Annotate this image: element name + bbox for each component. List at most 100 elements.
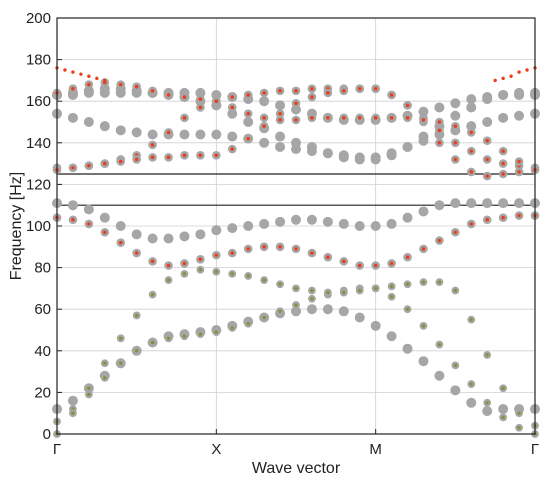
data-point-grey-red-core	[357, 263, 362, 268]
data-point-grey-olive-core	[246, 274, 250, 278]
data-point-grey-large	[179, 231, 190, 242]
data-point-grey-olive-core	[310, 297, 314, 301]
data-point-grey-olive-core	[485, 353, 489, 357]
data-point-grey-red-core	[278, 118, 282, 122]
data-point-grey-large	[338, 150, 349, 161]
data-point-grey-large	[370, 221, 381, 231]
data-point-grey-large	[115, 221, 126, 231]
data-point-grey-large	[418, 356, 429, 367]
data-point-red-small	[95, 76, 99, 81]
data-point-red-small	[509, 74, 513, 78]
data-point-grey-red-core	[357, 86, 362, 91]
y-tick-label: 160	[26, 93, 51, 110]
data-point-grey-red-core	[421, 247, 426, 251]
data-point-grey-red-core	[294, 247, 298, 251]
data-point-grey-large	[195, 87, 206, 98]
data-point-grey-red-core	[246, 136, 250, 141]
data-point-grey-large	[275, 131, 286, 142]
data-point-grey-large	[131, 87, 142, 98]
data-point-grey-large	[147, 233, 158, 244]
data-point-grey-large	[99, 212, 110, 223]
data-point-grey-large	[482, 92, 493, 103]
bandgap-lines	[57, 173, 535, 206]
data-point-grey-red-core	[71, 165, 75, 170]
data-point-grey-large	[498, 89, 509, 100]
data-point-grey-olive-core	[246, 322, 250, 326]
data-point-grey-red-core	[134, 84, 139, 89]
data-point-grey-olive-core	[501, 386, 505, 390]
data-points	[52, 66, 540, 438]
data-point-grey-olive-core	[405, 282, 410, 286]
data-point-grey-red-core	[517, 213, 521, 218]
data-point-grey-red-core	[230, 95, 235, 99]
data-point-grey-red-core	[405, 255, 410, 259]
data-point-red-small	[63, 68, 67, 72]
data-point-grey-olive-core	[262, 315, 266, 320]
data-point-grey-red-core	[198, 105, 203, 110]
data-point-grey-red-core	[501, 161, 505, 166]
data-point-grey-red-core	[230, 105, 235, 110]
data-point-grey-large	[466, 121, 477, 132]
data-point-grey-olive-core	[103, 361, 107, 365]
data-point-grey-red-core	[182, 116, 187, 120]
data-point-grey-red-core	[517, 170, 521, 174]
data-point-grey-olive-core	[469, 317, 473, 322]
data-point-grey-olive-core	[326, 290, 330, 295]
data-point-grey-olive-core	[278, 309, 282, 313]
data-point-grey-large	[67, 200, 78, 211]
data-point-grey-red-core	[437, 141, 442, 145]
data-point-grey-large	[259, 218, 270, 229]
data-point-grey-olive-core	[389, 284, 394, 289]
data-point-red-small	[525, 68, 529, 72]
data-point-grey-large	[243, 221, 254, 231]
data-point-grey-red-core	[453, 157, 458, 162]
data-point-grey-red-core	[214, 153, 219, 158]
data-point-grey-large	[131, 229, 142, 240]
data-point-grey-large	[418, 135, 429, 146]
data-point-grey-red-core	[326, 116, 330, 120]
data-point-grey-red-core	[389, 93, 394, 97]
data-point-grey-large	[322, 304, 333, 315]
data-point-grey-large	[179, 129, 190, 140]
data-point-grey-red-core	[118, 159, 123, 164]
data-point-grey-red-core	[230, 251, 235, 255]
data-point-grey-large	[275, 216, 286, 227]
data-point-grey-red-core	[166, 155, 171, 160]
data-point-grey-red-core	[71, 86, 75, 91]
data-point-grey-large	[482, 406, 493, 417]
data-point-grey-large	[291, 214, 301, 225]
data-point-grey-red-core	[373, 86, 378, 91]
data-point-grey-large	[306, 146, 317, 157]
data-point-grey-large	[402, 141, 413, 152]
data-point-grey-large	[434, 200, 445, 211]
data-point-grey-red-core	[405, 116, 410, 120]
data-point-grey-olive-core	[310, 288, 314, 293]
data-point-grey-red-core	[150, 259, 155, 264]
data-point-grey-red-core	[87, 222, 91, 226]
data-point-grey-olive-core	[198, 267, 203, 272]
data-point-grey-olive-core	[182, 334, 187, 338]
data-point-red-small	[501, 76, 505, 81]
data-point-grey-large	[115, 125, 126, 136]
data-point-grey-large	[306, 304, 317, 315]
data-point-grey-large	[83, 117, 94, 127]
data-point-grey-red-core	[310, 86, 314, 91]
data-point-grey-red-core	[326, 255, 330, 259]
data-point-grey-large	[163, 233, 174, 244]
data-point-grey-olive-core	[230, 272, 234, 276]
data-point-grey-red-core	[182, 95, 187, 99]
data-point-grey-olive-core	[421, 324, 426, 328]
data-point-grey-red-core	[437, 238, 442, 243]
data-point-grey-large	[402, 212, 413, 223]
data-point-grey-red-core	[485, 157, 490, 162]
data-point-grey-olive-core	[453, 363, 458, 368]
data-point-grey-large	[450, 110, 461, 121]
data-point-grey-red-core	[326, 91, 330, 95]
data-point-grey-red-core	[182, 261, 187, 266]
data-point-grey-large	[259, 96, 270, 107]
data-point-grey-red-core	[214, 99, 219, 103]
data-point-grey-large	[291, 144, 301, 155]
data-point-grey-olive-core	[358, 288, 362, 293]
